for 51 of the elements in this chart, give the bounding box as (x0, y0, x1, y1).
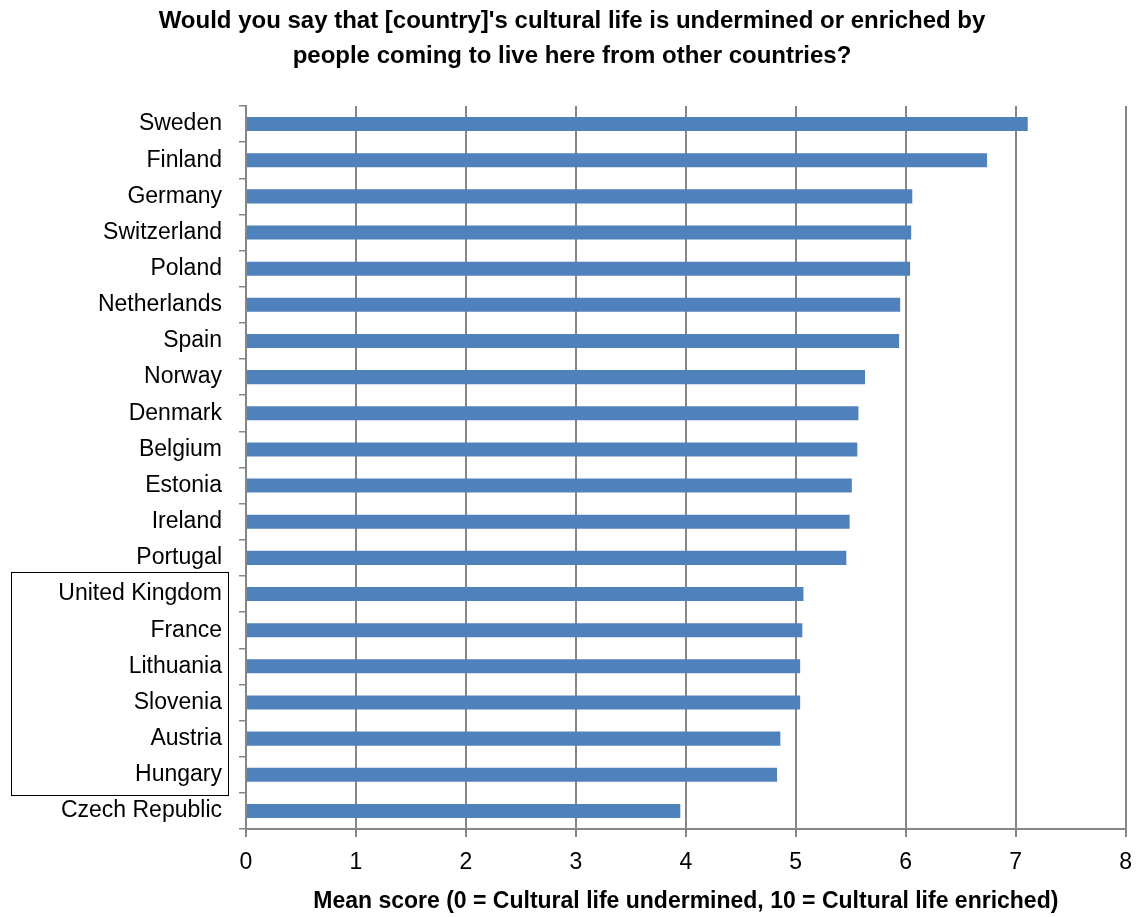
bar (247, 117, 1028, 132)
x-tick-label: 0 (239, 848, 253, 875)
bar (247, 623, 803, 638)
chart-title: Would you say that [country]'s cultural life is undermined or enriched by people coming to live here from other countries? (157, 5, 987, 70)
bar (247, 550, 847, 565)
x-tick-label: 3 (569, 848, 583, 875)
bar (247, 189, 913, 204)
bar (247, 442, 858, 457)
y-tick-label: Denmark (128, 398, 223, 425)
y-tick-label: Switzerland (103, 217, 222, 244)
x-tick-label: 6 (899, 848, 913, 875)
bar (247, 153, 988, 168)
y-tick-label: Hungary (135, 760, 223, 787)
y-tick-label: Sweden (138, 109, 222, 136)
bar (247, 586, 804, 602)
y-tick-label: Germany (127, 181, 223, 208)
bar (247, 514, 850, 529)
bar (247, 225, 912, 240)
x-axis-title: Mean score (0 = Cultural life undermined, 10 = Cultural life enriched) (313, 886, 1059, 913)
x-tick-label: 2 (459, 848, 473, 875)
y-tick-label: Estonia (145, 470, 223, 497)
y-tick-label: France (150, 615, 222, 642)
x-tick-label: 8 (1119, 848, 1132, 875)
x-tick-label: 7 (1009, 848, 1023, 875)
bar (247, 478, 852, 493)
y-tick-label: Czech Republic (60, 796, 222, 823)
x-tick-label: 5 (789, 848, 803, 875)
y-tick-label: Belgium (138, 434, 222, 461)
bar (247, 261, 911, 276)
y-tick-label: Slovenia (133, 687, 223, 714)
bar (247, 731, 781, 746)
y-tick-label: Spain (163, 326, 222, 353)
bar (247, 767, 778, 782)
y-tick-label: Netherlands (97, 290, 222, 317)
bar (247, 406, 859, 421)
bar (247, 297, 901, 312)
bar (247, 333, 900, 349)
y-tick-label: Norway (144, 362, 223, 389)
x-tick-label: 1 (349, 848, 363, 875)
y-tick-label: Austria (150, 723, 223, 750)
y-tick-label: Poland (150, 254, 222, 281)
bar (247, 695, 801, 710)
bar (247, 803, 681, 818)
y-tick-label: United Kingdom (58, 579, 222, 606)
bar (247, 659, 801, 674)
x-tick-label: 4 (679, 848, 693, 875)
y-tick-label: Portugal (136, 543, 222, 570)
bar (247, 370, 866, 385)
y-tick-label: Ireland (151, 507, 222, 534)
y-tick-label: Finland (146, 145, 222, 172)
y-tick-label: Lithuania (128, 651, 223, 678)
